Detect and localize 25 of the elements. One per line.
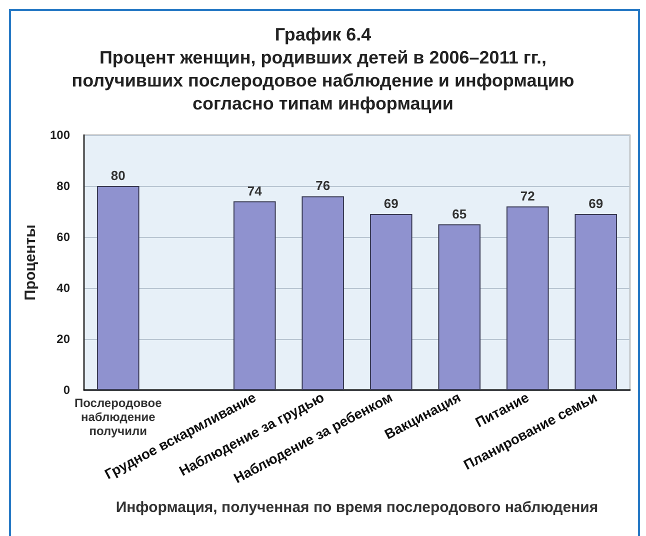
bar xyxy=(506,206,549,390)
y-tick-label: 0 xyxy=(63,383,70,397)
data-label: 74 xyxy=(247,183,263,198)
x-axis-title: Информация, полученная по время послеродового наблюдения xyxy=(116,499,598,516)
y-tick-label: 60 xyxy=(56,230,70,244)
bar xyxy=(370,214,412,390)
data-label: 76 xyxy=(316,178,330,194)
data-label: 80 xyxy=(110,168,126,183)
data-label: 69 xyxy=(588,196,604,212)
bar xyxy=(96,186,140,390)
y-tick-label: 100 xyxy=(50,128,70,142)
y-tick-label: 40 xyxy=(56,281,70,295)
y-tick-label: 20 xyxy=(56,332,70,346)
y-tick-label: 80 xyxy=(56,179,70,193)
data-label: 69 xyxy=(384,196,398,212)
chart-subtitle: Процент женщин, родивших детей в 2006–2011 гг., получивших послеродовое наблюдение и информацию согласно типам информации xyxy=(72,48,574,114)
bar xyxy=(574,214,618,390)
data-label: 65 xyxy=(452,206,467,222)
bar xyxy=(302,196,344,390)
bar xyxy=(233,201,276,390)
bar xyxy=(438,224,481,390)
x-tick-label: Послеродовое наблюдение получили xyxy=(74,396,162,438)
data-label: 72 xyxy=(520,188,535,204)
y-axis-title: Проценты xyxy=(22,224,39,300)
chart-title: График 6.4 xyxy=(274,24,372,44)
